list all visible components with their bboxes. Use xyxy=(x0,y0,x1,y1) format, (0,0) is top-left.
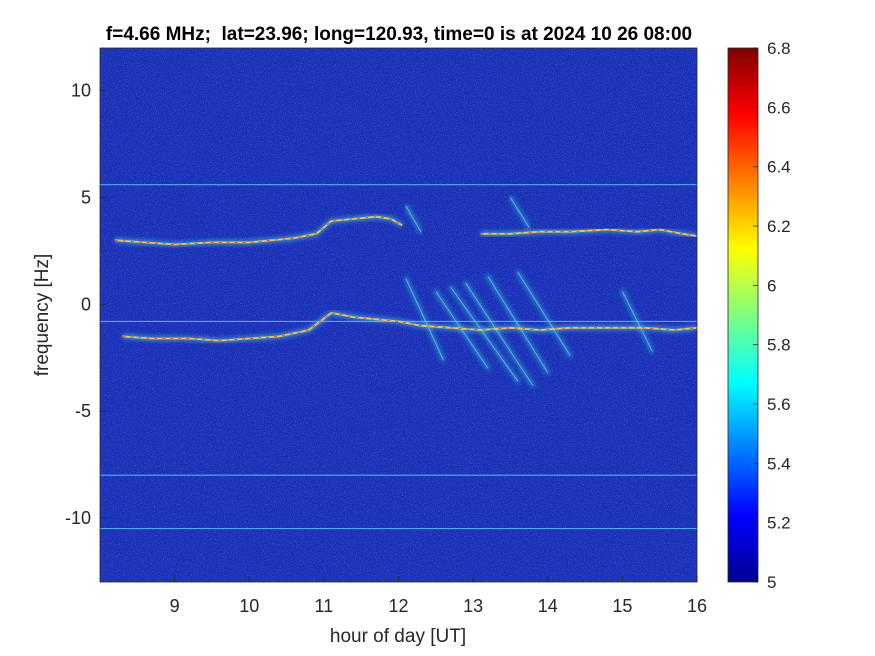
x-axis-ticks: 9 10 11 12 13 14 15 16 xyxy=(170,576,707,616)
colorbar-gradient xyxy=(728,48,758,582)
colorbar-tick-label: 6.6 xyxy=(767,98,791,117)
doppler-streak-core xyxy=(517,272,571,356)
colorbar-tick-label: 6.8 xyxy=(767,39,791,58)
x-tick-label: 16 xyxy=(687,596,707,616)
y-tick-label: 5 xyxy=(81,188,91,208)
x-tick-label: 13 xyxy=(463,596,483,616)
colorbar-tick-label: 5 xyxy=(767,573,776,592)
colorbar-tick-label: 5.4 xyxy=(767,454,791,473)
traces-layer xyxy=(114,214,697,344)
trace-peak xyxy=(122,312,697,342)
colorbar-tick-label: 6 xyxy=(767,276,776,295)
doppler-streak-core xyxy=(487,276,549,373)
x-tick-label: 15 xyxy=(612,596,632,616)
doppler-streak-core xyxy=(621,291,653,352)
plot-area xyxy=(100,48,697,582)
x-tick-label: 11 xyxy=(315,596,334,616)
colorbar-tick-label: 5.2 xyxy=(767,514,791,533)
doppler-streak-core xyxy=(405,278,444,361)
x-tick-label: 9 xyxy=(170,596,180,616)
colorbar-frame xyxy=(727,47,759,583)
colorbar-tick-label: 5.6 xyxy=(767,395,791,414)
y-tick-label: 0 xyxy=(81,294,91,314)
x-tick-label: 14 xyxy=(538,596,558,616)
colorbar-tick-label: 6.2 xyxy=(767,217,791,236)
colorbar-ticks: 5 5.2 5.4 5.6 5.8 6 6.2 6.4 6.6 6.8 xyxy=(753,39,791,592)
x-tick-label: 12 xyxy=(388,596,408,616)
y-tick-label: 10 xyxy=(71,81,91,101)
trace-peak xyxy=(480,229,697,237)
doppler-streak-core xyxy=(450,286,519,382)
trace-line xyxy=(114,215,403,246)
colorbar-tick-label: 5.8 xyxy=(767,336,791,355)
doppler-streak-core xyxy=(510,197,530,228)
x-tick-label: 10 xyxy=(239,596,259,616)
colorbar: 5 5.2 5.4 5.6 5.8 6 6.2 6.4 6.6 6.8 xyxy=(727,39,791,592)
y-tick-label: -10 xyxy=(65,508,91,528)
y-axis-ticks: -10 -5 0 5 10 xyxy=(65,81,106,528)
x-axis-label: hour of day [UT] xyxy=(330,626,466,647)
colorbar-tick-label: 6.4 xyxy=(767,158,791,177)
chart-title: f=4.66 MHz; lat=23.96; long=120.93, time… xyxy=(106,24,692,45)
doppler-streak-core xyxy=(405,205,422,232)
y-tick-label: -5 xyxy=(75,401,91,421)
heatmap-noise xyxy=(100,48,697,582)
doppler-streak-core xyxy=(465,282,534,386)
y-axis-label: frequency [Hz] xyxy=(32,254,53,377)
